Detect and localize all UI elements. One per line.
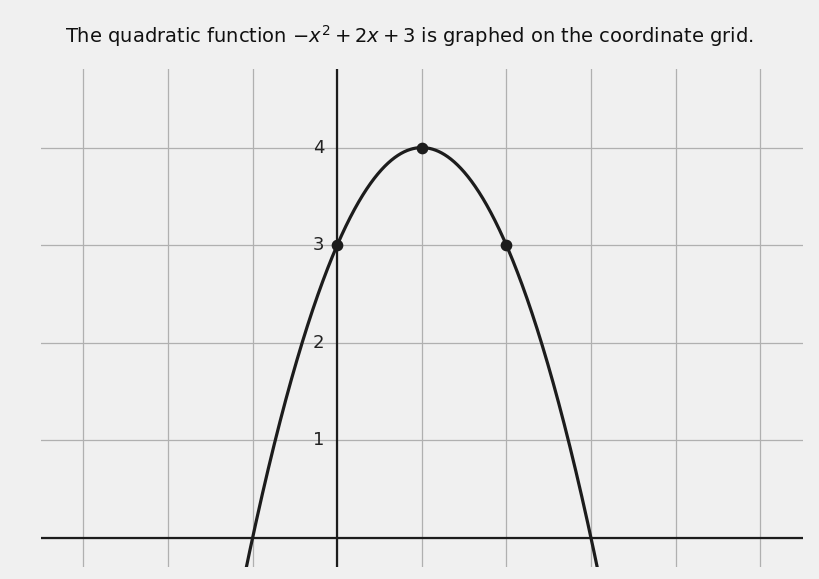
Text: 1: 1 [313,431,324,449]
Text: The quadratic function $-x^2 + 2x + 3$ is graphed on the coordinate grid.: The quadratic function $-x^2 + 2x + 3$ i… [66,23,753,49]
Text: 4: 4 [313,138,324,156]
Point [415,143,428,152]
Point [331,241,344,250]
Point [500,241,513,250]
Text: 2: 2 [313,334,324,352]
Text: 3: 3 [313,236,324,254]
